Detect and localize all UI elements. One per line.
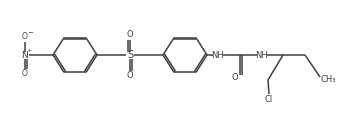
- Text: O: O: [232, 74, 238, 83]
- Text: O: O: [22, 69, 28, 78]
- Text: O: O: [22, 32, 28, 41]
- Text: CH₃: CH₃: [320, 75, 336, 84]
- Text: S: S: [127, 50, 133, 60]
- Text: O: O: [127, 71, 133, 80]
- Text: Cl: Cl: [265, 94, 273, 104]
- Text: N: N: [21, 51, 29, 60]
- Text: +: +: [26, 49, 32, 53]
- Text: O: O: [127, 30, 133, 39]
- Text: −: −: [27, 30, 33, 36]
- Text: NH: NH: [212, 51, 224, 60]
- Text: NH: NH: [256, 51, 268, 60]
